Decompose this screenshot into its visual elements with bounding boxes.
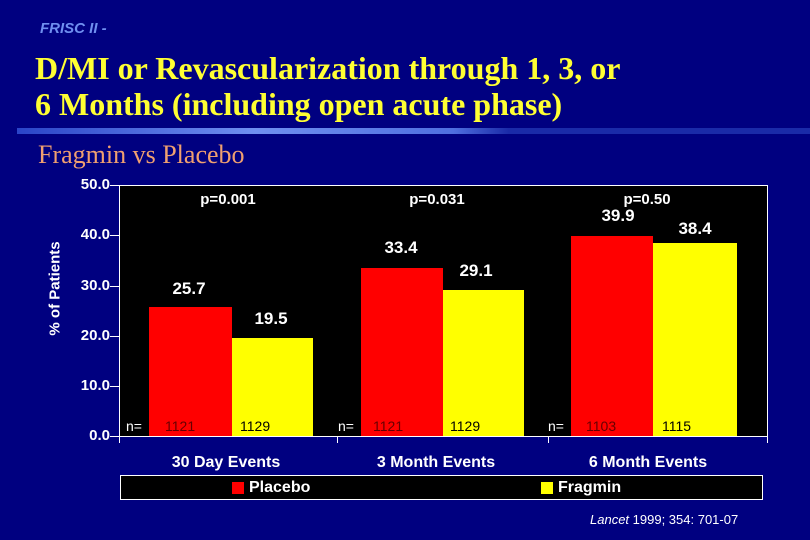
n-placebo-6month: 1103	[586, 418, 617, 434]
y-tick-label: 0.0	[89, 427, 110, 444]
value-label: 39.9	[601, 206, 635, 225]
y-tick	[110, 286, 120, 287]
p-value-30day: p=0.001	[200, 191, 256, 208]
bar-placebo-6month	[571, 236, 653, 436]
legend-label: Placebo	[249, 479, 311, 496]
y-tick	[110, 386, 120, 387]
title-line-2: 6 Months (including open acute phase)	[35, 86, 563, 122]
n-placebo-30day: 1121	[165, 418, 196, 434]
bar-placebo-3month	[361, 268, 443, 436]
legend-item-fragmin: Fragmin	[541, 479, 621, 497]
n-fragmin-3month: 1129	[450, 418, 481, 434]
legend: Placebo Fragmin	[120, 475, 763, 500]
citation-details: 1999; 354: 701-07	[629, 512, 739, 527]
bar-fragmin-3month	[443, 290, 524, 436]
category-label-30day: 30 Day Events	[171, 454, 281, 471]
slide-title: D/MI or Revascularization through 1, 3, …	[35, 50, 620, 122]
n-placebo-3month: 1121	[373, 418, 404, 434]
bar-fragmin-30day	[232, 338, 313, 436]
category-label-3month: 3 Month Events	[376, 454, 496, 471]
y-tick-label: 20.0	[80, 327, 110, 344]
y-tick-label: 40.0	[80, 226, 110, 243]
x-tick	[119, 436, 120, 443]
y-tick	[110, 336, 120, 337]
study-label: FRISC II -	[40, 20, 107, 37]
value-label: 25.7	[172, 279, 206, 298]
legend-label: Fragmin	[558, 479, 622, 496]
bar-placebo-30day	[149, 307, 232, 436]
x-tick	[337, 436, 338, 443]
citation-journal: Lancet	[590, 512, 630, 527]
title-divider	[17, 128, 810, 134]
n-fragmin-30day: 1129	[240, 418, 271, 434]
value-label: 33.4	[384, 238, 418, 257]
comparison-subtitle: Fragmin vs Placebo	[38, 140, 245, 169]
y-tick-label: 30.0	[80, 277, 110, 294]
legend-item-placebo: Placebo	[232, 479, 310, 497]
placebo-swatch-icon	[232, 482, 244, 494]
p-value-3month: p=0.031	[409, 191, 465, 208]
value-label: 29.1	[459, 261, 493, 280]
fragmin-swatch-icon	[541, 482, 553, 494]
category-label-6month: 6 Month Events	[588, 454, 708, 471]
y-tick-label: 10.0	[80, 377, 110, 394]
n-prefix: n=	[126, 418, 142, 434]
p-value-6month: p=0.50	[623, 191, 671, 208]
x-tick	[548, 436, 549, 443]
n-prefix: n=	[548, 418, 564, 434]
n-fragmin-6month: 1115	[662, 418, 692, 434]
title-line-1: D/MI or Revascularization through 1, 3, …	[35, 50, 621, 86]
y-tick	[110, 185, 120, 186]
y-axis	[119, 185, 120, 440]
bar-fragmin-6month	[653, 243, 737, 436]
y-tick	[110, 235, 120, 236]
value-label: 38.4	[678, 219, 712, 238]
x-tick	[767, 436, 768, 443]
x-axis	[115, 436, 768, 437]
y-tick-label: 50.0	[80, 176, 110, 193]
n-prefix: n=	[338, 418, 354, 434]
plot-area: p=0.001 p=0.031 p=0.50 25.7 19.5 n= 1121…	[120, 185, 768, 436]
value-label: 19.5	[254, 309, 288, 328]
citation: Lancet 1999; 354: 701-07	[590, 512, 738, 527]
